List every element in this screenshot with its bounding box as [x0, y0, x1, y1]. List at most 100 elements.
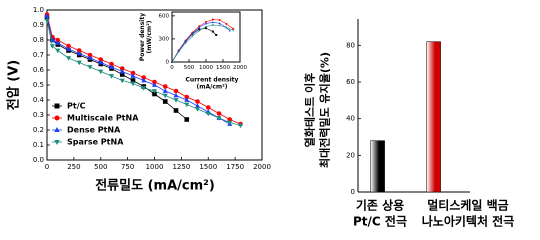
data-point: [198, 26, 201, 29]
data-point: [191, 32, 194, 35]
y-axis-label: 열화테스트 이후: [303, 73, 317, 148]
x-tick-label: 500: [94, 163, 107, 171]
data-point: [205, 27, 207, 30]
data-point: [205, 21, 207, 23]
legend-label: Sparse PtNA: [67, 138, 124, 147]
data-point: [173, 98, 179, 103]
data-point: [205, 111, 211, 117]
x-tick-label: 2000: [253, 163, 271, 171]
y-tick-label: 600: [159, 13, 170, 19]
data-point: [98, 69, 104, 75]
data-point: [66, 43, 71, 49]
data-point: [44, 13, 50, 18]
data-point: [211, 21, 214, 24]
data-point: [228, 29, 231, 32]
data-point: [162, 84, 168, 89]
data-point: [108, 64, 115, 69]
y-tick-label: 0.7: [33, 51, 44, 59]
data-point: [55, 37, 61, 43]
data-point: [216, 111, 222, 116]
data-point: [130, 70, 136, 76]
data-point: [151, 82, 158, 87]
data-point: [227, 120, 233, 126]
data-point: [184, 97, 190, 102]
y-tick-label: 1.0: [33, 6, 44, 14]
series-line: [171, 22, 231, 63]
data-point: [227, 117, 233, 122]
data-point: [184, 117, 190, 122]
data-point: [211, 18, 214, 21]
y-axis-label: Power density: [139, 13, 146, 61]
series-line: [171, 24, 234, 63]
data-point: [211, 24, 214, 27]
bar: [370, 140, 385, 193]
y-tick-label: 0.0: [33, 156, 44, 164]
data-point: [151, 89, 158, 94]
y-tick-label: 0.5: [33, 81, 44, 89]
x-axis-label: Current density: [186, 77, 239, 84]
y-tick-label: 80: [346, 41, 355, 49]
data-point: [141, 75, 147, 80]
legend-label: Dense PtNA: [67, 126, 121, 135]
data-point: [204, 22, 208, 25]
y-tick-label: 40: [346, 115, 355, 123]
data-point: [225, 22, 228, 25]
y-tick-label: 300: [159, 36, 170, 42]
data-point: [218, 19, 221, 21]
data-point: [49, 44, 55, 49]
legend-marker: [54, 140, 60, 145]
x-tick-label: 500: [184, 65, 195, 71]
data-point: [109, 61, 114, 67]
data-point: [184, 39, 187, 42]
data-point: [119, 66, 125, 71]
data-point: [65, 46, 72, 51]
data-point: [141, 86, 147, 91]
data-point: [237, 123, 244, 129]
y-tick-label: 0.6: [33, 66, 45, 74]
x-tick-label: 1750: [226, 163, 244, 171]
legend-label: Pt/C: [67, 102, 86, 111]
data-point: [232, 27, 235, 30]
x-tick-label: 1000: [146, 163, 164, 171]
data-point: [130, 78, 136, 83]
data-point: [141, 77, 147, 83]
plot-frame: [171, 11, 241, 63]
y-tick-label: 0.8: [33, 36, 44, 44]
data-point: [173, 92, 179, 98]
data-point: [44, 18, 50, 24]
y-axis-label: 전압 (V): [6, 60, 22, 110]
data-point: [152, 91, 157, 97]
data-point: [215, 34, 218, 36]
data-point: [195, 99, 200, 104]
legend-label: Multiscale PtNA: [67, 114, 139, 123]
data-point: [194, 103, 201, 108]
data-point: [216, 116, 222, 121]
x-axis-label: (mA/cm²): [196, 84, 227, 91]
category-label: 기존 상용: [356, 198, 404, 213]
legend-marker: [54, 103, 60, 109]
data-point: [205, 105, 211, 110]
data-point: [152, 79, 157, 85]
data-point: [218, 24, 221, 27]
page: {"chart_data": [ {"type": "line", "xlabe…: [5, 6, 515, 228]
data-point: [198, 25, 201, 28]
x-tick-label: 1000: [199, 65, 213, 71]
data-point: [218, 22, 221, 25]
y-tick-label: 0.9: [33, 21, 44, 29]
figure: 0 250 500 750 1000 1250 1500 1750 20000.00.10.20…: [6, 6, 515, 228]
data-point: [173, 88, 179, 94]
data-point: [198, 28, 201, 31]
data-point: [198, 29, 201, 32]
data-point: [98, 57, 104, 62]
data-point: [162, 88, 168, 93]
data-point: [55, 48, 61, 54]
data-point: [184, 102, 190, 108]
data-point: [204, 25, 208, 28]
data-point: [184, 42, 187, 45]
data-point: [211, 30, 214, 33]
data-point: [87, 52, 93, 58]
x-tick-label: 0: [170, 65, 174, 71]
data-point: [119, 72, 125, 77]
bar: [426, 41, 441, 193]
data-point: [108, 74, 115, 79]
